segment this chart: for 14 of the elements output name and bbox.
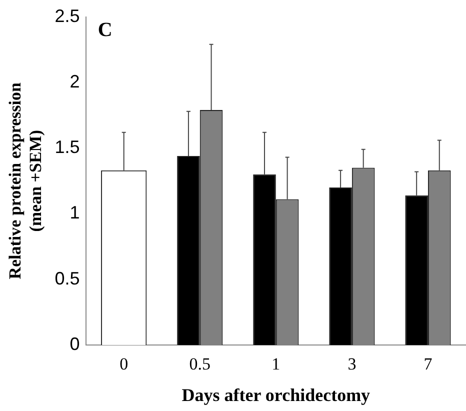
chart-title: C (98, 18, 112, 41)
y-tick-label: 1.5 (54, 137, 80, 158)
y-tick-label: 2.5 (54, 6, 80, 26)
x-tick-label: 0.5 (189, 354, 210, 374)
x-axis-title: Days after orchidectomy (182, 384, 370, 405)
x-tick-label: 1 (272, 354, 280, 374)
x-tick-label: 0 (120, 354, 128, 374)
y-tick-label: 0.5 (54, 268, 80, 288)
y-tick-label: 0 (70, 334, 80, 354)
x-tick-label: 3 (348, 354, 356, 374)
y-axis-title: Relative protein expression (mean +SEM) (6, 82, 45, 280)
y-tick-label: 2 (70, 71, 80, 92)
y-tick-label: 1 (70, 202, 80, 223)
x-tick-label: 7 (424, 354, 433, 374)
